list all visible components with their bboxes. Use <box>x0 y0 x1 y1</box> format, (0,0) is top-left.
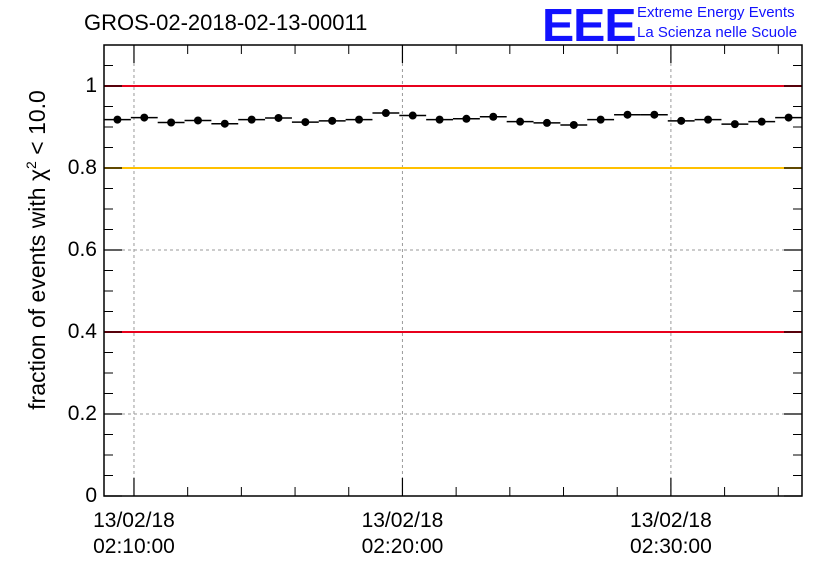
x-tick-label-date: 13/02/18 <box>630 509 712 532</box>
y-tick-label: 0.8 <box>67 156 97 179</box>
y-axis-label-superscript: 2 <box>23 161 40 169</box>
x-tick-label-date: 13/02/18 <box>93 509 175 532</box>
data-point <box>167 118 176 127</box>
y-axis-label-tail: < 10.0 <box>23 90 50 162</box>
data-point <box>596 115 605 124</box>
data-point <box>542 118 551 127</box>
data-point <box>274 113 283 122</box>
data-point <box>113 115 122 124</box>
y-tick-label: 0.6 <box>67 238 97 261</box>
data-point <box>301 118 310 127</box>
data-point <box>516 117 525 126</box>
data-point <box>328 116 337 125</box>
eee-logo: EEE <box>542 0 637 51</box>
data-point <box>381 109 390 118</box>
data-point <box>408 111 417 120</box>
data-point <box>704 115 713 124</box>
y-tick-label: 1 <box>85 74 97 97</box>
data-point <box>435 115 444 124</box>
data-point <box>569 120 578 129</box>
data-point <box>247 115 256 124</box>
data-point <box>489 112 498 121</box>
y-axis-label-main: fraction of events with χ <box>23 168 50 410</box>
data-point <box>355 115 364 124</box>
chart-title: GROS-02-2018-02-13-00011 <box>84 10 368 35</box>
data-point <box>677 116 686 125</box>
x-tick-label-time: 02:20:00 <box>361 535 444 558</box>
y-tick-label: 0 <box>85 484 97 507</box>
data-point <box>650 110 659 119</box>
plot-frame <box>103 44 803 497</box>
axis-ticks <box>104 44 802 497</box>
x-tick-label-time: 02:30:00 <box>630 535 712 558</box>
y-tick-label: 0.2 <box>67 402 97 425</box>
logo-subtitle-2: La Scienza nelle Scuole <box>637 24 798 41</box>
data-point <box>730 120 739 129</box>
data-series <box>104 109 802 129</box>
x-tick-label-time: 02:10:00 <box>93 535 175 558</box>
data-point <box>462 114 471 123</box>
x-tick-label: 13/02/18 02:10:00 <box>93 508 175 560</box>
data-point <box>784 113 793 122</box>
data-point <box>220 119 229 128</box>
data-point <box>623 110 632 119</box>
data-point <box>193 116 202 125</box>
data-point <box>140 113 149 122</box>
x-tick-label-date: 13/02/18 <box>361 509 444 532</box>
x-tick-label: 13/02/18 02:20:00 <box>362 508 444 560</box>
reference-lines <box>104 85 802 333</box>
y-tick-label: 0.4 <box>67 320 97 343</box>
grid-lines <box>104 45 802 496</box>
y-axis-label: fraction of events with χ2 < 10.0 <box>23 90 51 410</box>
data-point <box>757 117 766 126</box>
logo-subtitle-1: Extreme Energy Events <box>637 4 795 21</box>
x-tick-label: 13/02/18 02:30:00 <box>630 508 712 560</box>
